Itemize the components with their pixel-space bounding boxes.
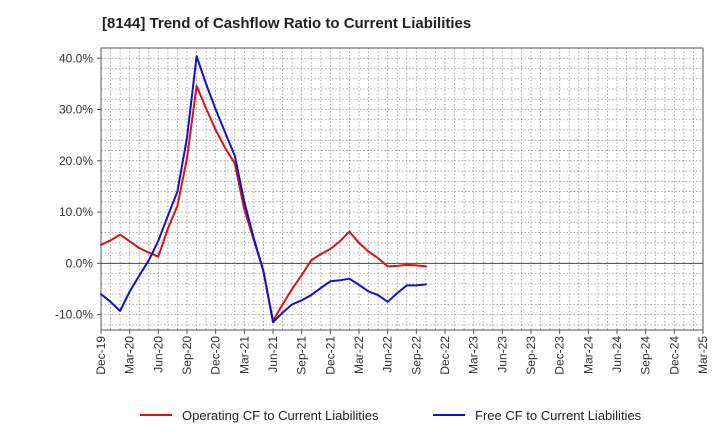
legend-item-operating-cf-label: Operating CF to Current Liabilities [182,408,379,423]
x-tick-label: Jun-24 [610,336,624,373]
x-tick-label: Jun-23 [495,336,509,373]
x-tick-label: Sep-21 [295,336,309,375]
x-tick-label: Jun-21 [266,336,280,373]
x-tick-label: Dec-19 [94,336,108,375]
x-tick-label: Mar-24 [581,336,595,374]
x-tick-label: Sep-24 [639,336,653,375]
x-tick-label: Mar-22 [352,336,366,374]
grid-lines [100,47,704,330]
series-lines [100,55,427,324]
x-tick-label: Dec-23 [553,336,567,375]
y-tick-label: 40.0% [59,51,93,65]
y-tick-label: -10.0% [55,308,93,322]
x-tick-label: Sep-20 [180,336,194,375]
x-tick-label: Dec-21 [323,336,337,375]
x-tick-label: Mar-23 [467,336,481,374]
x-tick-label: Mar-20 [123,336,137,374]
y-tick-label: 0.0% [66,256,94,270]
y-tick-label: 20.0% [59,154,93,168]
x-tick-label: Jun-20 [151,336,165,373]
chart-title: [8144] Trend of Cashflow Ratio to Curren… [102,15,472,32]
x-tick-label: Dec-22 [438,336,452,375]
legend: Operating CF to Current Liabilities Free … [140,408,642,423]
legend-item-free-cf-label: Free CF to Current Liabilities [475,408,642,423]
x-tick-label: Mar-25 [696,336,710,374]
axes [97,47,704,334]
x-tick-label: Jun-22 [381,336,395,373]
x-tick-label: Sep-22 [409,336,423,375]
x-tick-label: Sep-23 [524,336,538,375]
series-line-free-cf [100,55,427,324]
y-tick-label: 10.0% [59,205,93,219]
tick-labels: 40.0% 30.0% 20.0% 10.0% 0.0% -10.0%Dec-19 Mar-… [55,51,710,374]
x-tick-label: Dec-24 [667,336,681,375]
y-tick-label: 30.0% [59,103,93,117]
x-tick-label: Dec-20 [209,336,223,375]
plot-frame [100,47,704,331]
x-tick-label: Mar-21 [237,336,251,374]
